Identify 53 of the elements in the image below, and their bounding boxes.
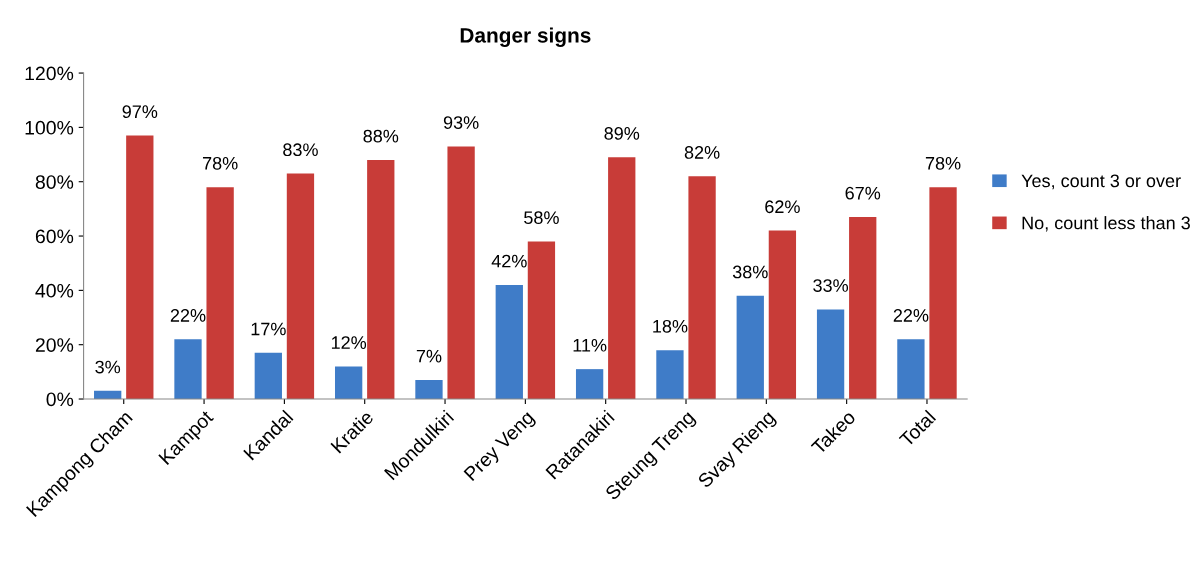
- data-label: 62%: [765, 200, 800, 214]
- bar: [367, 159, 395, 400]
- data-label: 33%: [813, 279, 849, 292]
- data-label: 11%: [573, 338, 607, 352]
- bar: [447, 146, 475, 400]
- bar: [897, 339, 925, 400]
- bar: [816, 309, 845, 400]
- data-label: 93%: [443, 116, 479, 129]
- bar: [334, 366, 363, 400]
- y-tick-label: 20%: [35, 338, 74, 352]
- data-label: 78%: [202, 156, 238, 170]
- data-label: 18%: [653, 319, 688, 333]
- bar: [929, 187, 957, 400]
- data-label: 22%: [893, 309, 929, 322]
- y-tick-label: 40%: [35, 283, 74, 298]
- data-label: 83%: [283, 143, 318, 157]
- bar: [575, 369, 604, 400]
- bar: [768, 230, 797, 400]
- bar: [254, 352, 282, 400]
- data-label: 42%: [491, 254, 527, 268]
- bar: [608, 157, 636, 400]
- bar: [415, 380, 443, 400]
- y-tick-label: 120%: [25, 66, 74, 81]
- data-label: 89%: [604, 127, 640, 140]
- bar: [286, 173, 315, 400]
- legend-label: Yes, count 3 or over: [1021, 174, 1181, 190]
- y-tick-label: 0%: [46, 392, 74, 407]
- bar: [174, 339, 202, 400]
- chart-title: Danger signs: [460, 27, 591, 47]
- bar: [849, 217, 877, 400]
- data-label: 7%: [416, 349, 442, 363]
- data-label: 82%: [684, 146, 720, 159]
- y-tick-label: 100%: [25, 120, 74, 135]
- bar: [736, 295, 764, 400]
- bar: [688, 176, 716, 400]
- bar: [495, 284, 523, 400]
- data-label: 97%: [122, 105, 158, 119]
- data-label: 78%: [925, 156, 961, 170]
- data-label: 38%: [732, 265, 768, 279]
- data-label: 3%: [95, 360, 121, 374]
- bar: [126, 135, 154, 400]
- bar: [206, 187, 234, 400]
- y-tick-label: 80%: [35, 175, 74, 189]
- data-label: 58%: [524, 211, 559, 225]
- legend-label: No, count less than 3: [1022, 216, 1190, 232]
- bar: [656, 350, 684, 400]
- data-label: 22%: [170, 309, 206, 322]
- data-label: 88%: [363, 129, 399, 143]
- y-tick-label: 60%: [35, 229, 74, 244]
- bar: [527, 241, 556, 400]
- data-label: 12%: [331, 336, 367, 349]
- data-label: 17%: [251, 322, 286, 336]
- data-label: 67%: [845, 186, 881, 200]
